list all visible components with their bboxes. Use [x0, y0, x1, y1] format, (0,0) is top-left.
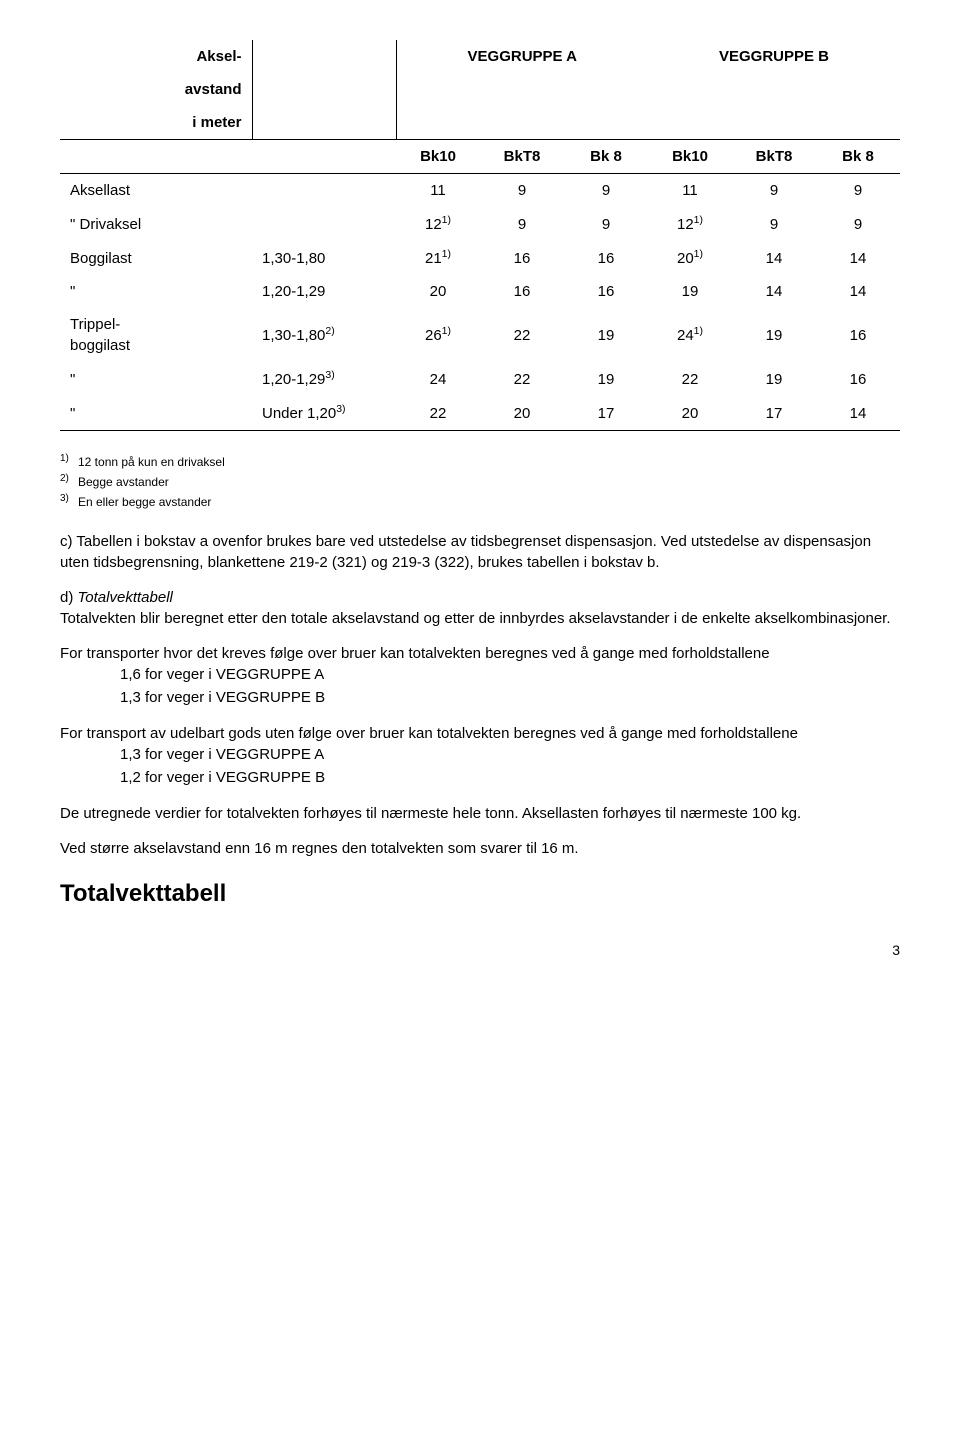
footnote-3: 3)En eller begge avstander [60, 491, 900, 511]
cell-value: 19 [732, 308, 816, 362]
factor-1a: 1,6 for veger i VEGGRUPPE A [120, 664, 900, 687]
para-follow-2: For transport av udelbart gods uten følg… [60, 723, 900, 789]
cell-value: 16 [480, 241, 564, 275]
cell-value: 19 [564, 308, 648, 362]
factors-list-1: 1,6 for veger i VEGGRUPPE A 1,3 for vege… [120, 664, 900, 709]
cell-value: 11 [396, 174, 480, 208]
hdr-imeter: i meter [60, 106, 252, 140]
col-bk8-b: Bk 8 [816, 140, 900, 174]
para-follow-1: For transporter hvor det kreves følge ov… [60, 643, 900, 709]
footnotes: 1)12 tonn på kun en drivaksel 2)Begge av… [60, 451, 900, 511]
cell-value: 9 [816, 207, 900, 241]
hdr-group-a: VEGGRUPPE A [396, 40, 648, 73]
cell-value: 14 [816, 396, 900, 431]
cell-value: 16 [564, 275, 648, 308]
cell-value: 22 [396, 396, 480, 431]
bottom-title: Totalvekttabell [60, 877, 900, 911]
cell-value: 241) [648, 308, 732, 362]
cell-value: 22 [480, 362, 564, 396]
cell-value: 16 [564, 241, 648, 275]
row-meter: 1,30-1,80 [252, 241, 396, 275]
row-meter: 1,30-1,802) [252, 308, 396, 362]
cell-value: 14 [816, 241, 900, 275]
cell-value: 9 [732, 207, 816, 241]
letter-d: d) [60, 589, 73, 606]
row-meter: Under 1,203) [252, 396, 396, 431]
hdr-empty-meter [252, 40, 396, 73]
cell-value: 24 [396, 362, 480, 396]
footnote-1: 1)12 tonn på kun en drivaksel [60, 451, 900, 471]
col-bk8-a: Bk 8 [564, 140, 648, 174]
cell-value: 20 [480, 396, 564, 431]
row-label: " Drivaksel [60, 207, 252, 241]
cell-value: 17 [564, 396, 648, 431]
row-label: Boggilast [60, 241, 252, 275]
cell-value: 9 [564, 207, 648, 241]
cell-value: 22 [480, 308, 564, 362]
cell-value: 19 [732, 362, 816, 396]
axle-load-table: Aksel- VEGGRUPPE A VEGGRUPPE B avstand i… [60, 40, 900, 431]
section-c-text: Tabellen i bokstav a ovenfor brukes bare… [60, 533, 871, 571]
cell-value: 9 [816, 174, 900, 208]
cell-value: 11 [648, 174, 732, 208]
cell-value: 16 [480, 275, 564, 308]
cell-value: 201) [648, 241, 732, 275]
cell-value: 22 [648, 362, 732, 396]
cell-value: 17 [732, 396, 816, 431]
row-label: " [60, 275, 252, 308]
col-bkt8-b: BkT8 [732, 140, 816, 174]
col-bk10-a: Bk10 [396, 140, 480, 174]
hdr-group-b: VEGGRUPPE B [648, 40, 900, 73]
row-label: Aksellast [60, 174, 252, 208]
letter-c: c) [60, 533, 73, 550]
row-meter [252, 207, 396, 241]
factors-list-2: 1,3 for veger i VEGGRUPPE A 1,2 for vege… [120, 744, 900, 789]
row-label: " [60, 396, 252, 431]
cell-value: 16 [816, 362, 900, 396]
section-d-title: Totalvekttabell [78, 589, 173, 606]
row-meter: 1,20-1,293) [252, 362, 396, 396]
cell-value: 16 [816, 308, 900, 362]
factor-2b: 1,2 for veger i VEGGRUPPE B [120, 767, 900, 790]
footnote-2: 2)Begge avstander [60, 471, 900, 491]
cell-value: 261) [396, 308, 480, 362]
hdr-aksel: Aksel- [60, 40, 252, 73]
cell-value: 19 [564, 362, 648, 396]
factor-2a: 1,3 for veger i VEGGRUPPE A [120, 744, 900, 767]
section-d: d) Totalvekttabell Totalvekten blir bere… [60, 587, 900, 629]
section-c: c) Tabellen i bokstav a ovenfor brukes b… [60, 531, 900, 573]
cell-value: 121) [648, 207, 732, 241]
cell-value: 19 [648, 275, 732, 308]
page-number: 3 [60, 941, 900, 961]
col-bkt8-a: BkT8 [480, 140, 564, 174]
cell-value: 9 [480, 174, 564, 208]
cell-value: 9 [564, 174, 648, 208]
cell-value: 14 [732, 275, 816, 308]
cell-value: 211) [396, 241, 480, 275]
col-bk10-b: Bk10 [648, 140, 732, 174]
cell-value: 14 [732, 241, 816, 275]
cell-value: 9 [732, 174, 816, 208]
hdr-avstand: avstand [60, 73, 252, 106]
row-meter: 1,20-1,29 [252, 275, 396, 308]
factor-1b: 1,3 for veger i VEGGRUPPE B [120, 687, 900, 710]
cell-value: 20 [648, 396, 732, 431]
row-label: " [60, 362, 252, 396]
row-label: Trippel-boggilast [60, 308, 252, 362]
cell-value: 14 [816, 275, 900, 308]
cell-value: 9 [480, 207, 564, 241]
cell-value: 121) [396, 207, 480, 241]
row-meter [252, 174, 396, 208]
cell-value: 20 [396, 275, 480, 308]
section-d-text: Totalvekten blir beregnet etter den tota… [60, 610, 891, 627]
para-16m: Ved større akselavstand enn 16 m regnes … [60, 838, 900, 859]
para-rounding: De utregnede verdier for totalvekten for… [60, 803, 900, 824]
